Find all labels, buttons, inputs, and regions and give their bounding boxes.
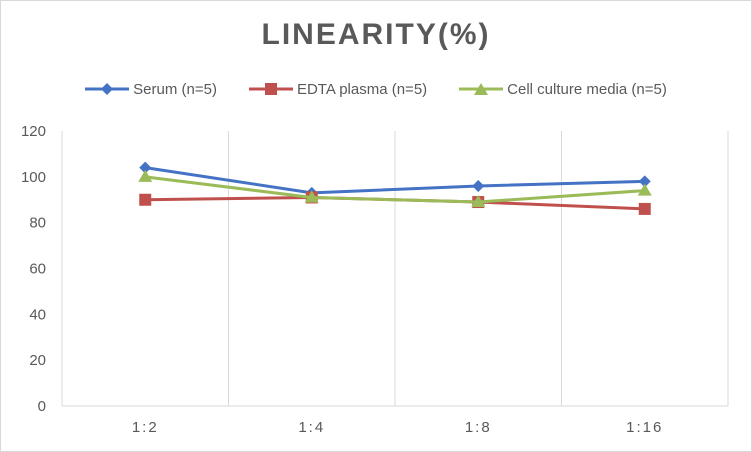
x-tick-label: 1:8 xyxy=(465,419,492,436)
data-point-serum xyxy=(472,180,485,192)
y-tick-label: 20 xyxy=(29,352,46,369)
legend-item-serum: Serum (n=5) xyxy=(85,81,217,98)
legend-marker-cell-culture-media xyxy=(459,83,504,95)
data-point-edta-plasma xyxy=(139,193,152,206)
data-point-cell-culture-media xyxy=(138,169,153,182)
legend-item-edta-plasma: EDTA plasma (n=5) xyxy=(248,80,428,98)
y-tick-label: 0 xyxy=(38,398,46,415)
y-tick-label: 60 xyxy=(29,261,46,278)
data-point-serum xyxy=(638,175,651,188)
data-point-edta-plasma xyxy=(638,202,651,215)
series-line-cell-culture-media xyxy=(145,175,645,204)
x-tick-label: 1:16 xyxy=(626,419,663,436)
data-point-cell-culture-media xyxy=(304,190,319,203)
y-tick-label: 100 xyxy=(21,169,46,186)
legend-label-edta-plasma: EDTA plasma (n=5) xyxy=(296,80,428,98)
data-point-cell-culture-media xyxy=(471,195,486,208)
x-tick-label: 1:2 xyxy=(132,419,159,436)
y-tick-label: 40 xyxy=(29,306,46,323)
chart-title: LINEARITY(%) xyxy=(261,18,491,51)
legend-label-cell-culture-media: Cell culture media (n=5) xyxy=(507,80,667,98)
legend-marker-serum xyxy=(85,83,130,95)
legend-label-serum: Serum (n=5) xyxy=(133,80,217,98)
series-line-serum xyxy=(145,166,645,195)
data-point-serum xyxy=(139,161,152,174)
legend-item-cell-culture-media: Cell culture media (n=5) xyxy=(459,81,667,98)
legend-marker-edta-plasma xyxy=(248,83,293,95)
chart-legend: Serum (n=5) EDTA plasma (n=5) Cell cultu… xyxy=(0,78,752,100)
data-point-cell-culture-media xyxy=(637,183,652,196)
y-tick-label: 80 xyxy=(29,215,46,232)
y-tick-label: 120 xyxy=(21,123,46,140)
x-tick-label: 1:4 xyxy=(298,419,325,436)
